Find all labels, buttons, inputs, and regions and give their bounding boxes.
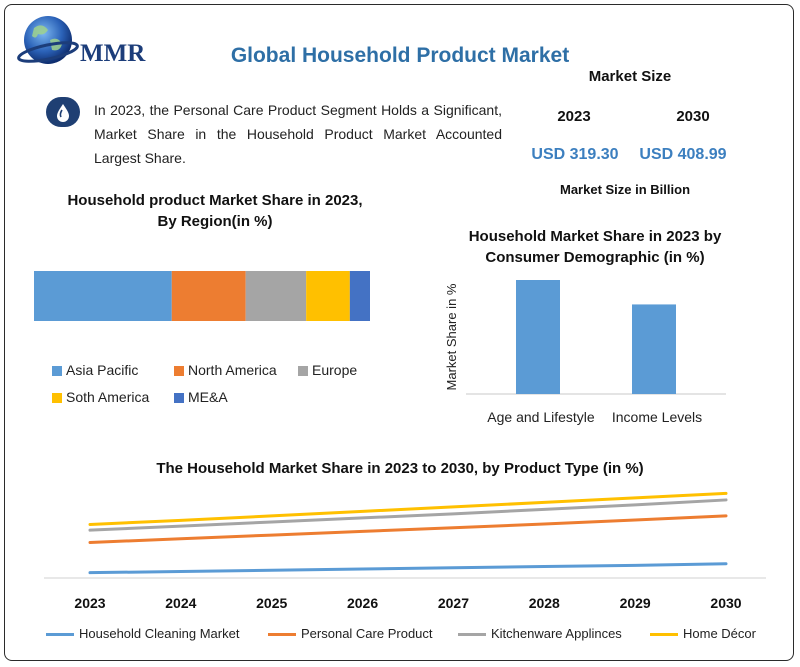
legend-item-personal-care-product: Personal Care Product: [268, 626, 433, 641]
legend-item-north-america: North America: [174, 362, 277, 378]
series-line-kitchenware-applinces: [88, 498, 728, 532]
product-x-tick-label: 2023: [74, 595, 105, 611]
market-size-value-2030: USD 408.99: [639, 146, 727, 163]
legend-line-swatch: [46, 633, 74, 637]
demographic-bar-income-levels: [632, 304, 676, 394]
product-x-tick-label: 2028: [529, 595, 560, 611]
logo-text: MMR: [80, 40, 146, 67]
demographic-bar-age-and-lifestyle: [516, 280, 560, 394]
legend-swatch: [174, 393, 184, 404]
market-size-unit: Market Size in Billion: [559, 182, 691, 197]
page-title: Global Household Product Market: [230, 44, 570, 67]
globe-logo-icon: [17, 16, 79, 64]
product-x-tick-label: 2025: [256, 595, 287, 611]
series-line-personal-care-product: [88, 514, 728, 544]
region-segment-soth-america: [306, 271, 350, 321]
series-line-household-cleaning-market: [88, 562, 728, 575]
legend-label: North America: [188, 362, 277, 378]
legend-label: Soth America: [66, 389, 150, 405]
region-stacked-bar: [34, 271, 370, 321]
market-size-year-2030: 2030: [676, 108, 710, 125]
legend-label: Kitchenware Applinces: [491, 626, 622, 641]
legend-label: Home Décor: [683, 626, 756, 641]
region-segment-north-america: [171, 271, 246, 321]
legend-label: Asia Pacific: [66, 362, 139, 378]
legend-label: Personal Care Product: [301, 626, 433, 641]
region-chart-title: Household product Market Share in 2023, …: [67, 192, 363, 230]
demographic-bar-chart: Market Share in % Age and Lifestyle Income…: [444, 280, 726, 425]
infographic-frame: [4, 4, 794, 661]
region-segment-europe: [245, 271, 307, 321]
legend-label: Household Cleaning Market: [79, 626, 240, 641]
demographic-chart-title: Household Market Share in 2023 by Consum…: [468, 228, 722, 266]
legend-label: ME&A: [188, 389, 228, 405]
legend-swatch: [298, 366, 308, 377]
demographic-y-axis-label: Market Share in %: [444, 283, 459, 390]
legend-item-europe: Europe: [298, 362, 357, 378]
intro-text: In 2023, the Personal Care Product Segme…: [94, 102, 502, 166]
legend-item-kitchenware-applinces: Kitchenware Applinces: [458, 626, 622, 641]
region-segment-me-a: [349, 271, 370, 321]
demographic-x-tick-label: Income Levels: [612, 409, 702, 425]
legend-item-home-d-cor: Home Décor: [650, 626, 756, 641]
legend-line-swatch: [268, 633, 296, 637]
product-x-tick-label: 2024: [165, 595, 196, 611]
legend-item-household-cleaning-market: Household Cleaning Market: [46, 626, 239, 641]
drop-icon-badge: [46, 97, 80, 127]
legend-swatch: [174, 366, 184, 377]
water-drop-icon: [57, 104, 69, 122]
product-x-tick-label: 2030: [710, 595, 741, 611]
series-line-home-d-cor: [88, 491, 728, 526]
demographic-x-tick-label: Age and Lifestyle: [487, 409, 595, 425]
market-size-title: Market Size: [588, 68, 672, 85]
product-x-tick-label: 2027: [438, 595, 469, 611]
legend-line-swatch: [650, 633, 678, 637]
legend-label: Europe: [312, 362, 358, 378]
legend-swatch: [52, 366, 62, 377]
legend-line-swatch: [458, 633, 486, 637]
product-chart-title: The Household Market Share in 2023 to 20…: [156, 460, 644, 477]
product-x-tick-label: 2029: [620, 595, 651, 611]
market-size-value-2023: USD 319.30: [531, 146, 619, 163]
region-segment-asia-pacific: [34, 271, 172, 321]
legend-item-asia-pacific: Asia Pacific: [52, 362, 138, 378]
legend-swatch: [52, 393, 62, 404]
legend-item-me-a: ME&A: [174, 389, 228, 405]
product-line-chart: 2023 2024 2025 2026 2027 2028 2029 2030: [44, 491, 766, 611]
product-x-tick-label: 2026: [347, 595, 378, 611]
legend-item-soth-america: Soth America: [52, 389, 149, 405]
market-size-year-2023: 2023: [557, 108, 591, 125]
